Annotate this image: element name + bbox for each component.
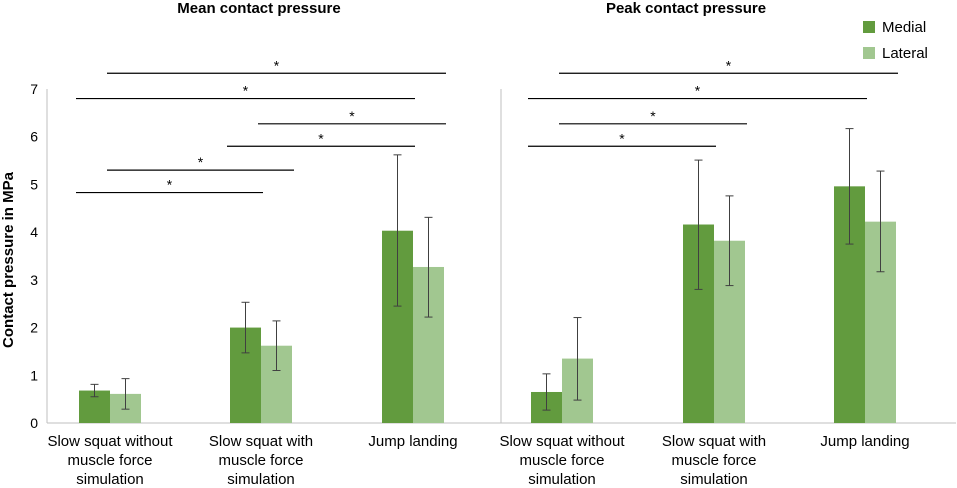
significance-star-p2-3: *	[695, 83, 701, 99]
significance-star-p1-5: *	[243, 83, 249, 99]
category-label-p1-c1-l2: muscle force	[67, 452, 152, 469]
category-label-p1-c1-l3: simulation	[76, 471, 144, 488]
significance-star-p1-1: *	[167, 177, 173, 193]
legend-swatch-lateral	[863, 47, 875, 59]
y-tick-label-5: 5	[30, 176, 38, 192]
category-label-p2-c2-l2: muscle force	[671, 452, 756, 469]
y-tick-label-2: 2	[30, 320, 38, 336]
y-tick-label-0: 0	[30, 415, 38, 431]
legend-swatch-medial	[863, 21, 875, 33]
significance-star-p2-4: *	[726, 57, 732, 73]
significance-star-p1-6: *	[274, 57, 280, 73]
significance-star-p1-3: *	[318, 130, 324, 146]
y-axis-label: Contact pressure in MPa	[0, 171, 17, 348]
significance-star-p2-2: *	[650, 108, 656, 124]
category-label-p2-c1-l1: Slow squat without	[499, 433, 625, 450]
legend-label-lateral: Lateral	[882, 45, 928, 62]
y-tick-label-4: 4	[30, 224, 38, 240]
category-label-p2-c3-l1: Jump landing	[820, 433, 909, 450]
category-label-p2-c2-l3: simulation	[680, 471, 748, 488]
category-label-p1-c2-l3: simulation	[227, 471, 295, 488]
significance-star-p2-1: *	[619, 130, 625, 146]
significance-star-p1-2: *	[198, 154, 204, 170]
category-label-p2-c2-l1: Slow squat with	[662, 433, 766, 450]
y-tick-label-6: 6	[30, 129, 38, 145]
category-label-p1-c1-l1: Slow squat without	[47, 433, 173, 450]
y-tick-label-7: 7	[30, 81, 38, 97]
y-tick-label-3: 3	[30, 272, 38, 288]
category-label-p2-c1-l3: simulation	[528, 471, 596, 488]
category-label-p1-c3-l1: Jump landing	[368, 433, 457, 450]
significance-star-p1-4: *	[349, 108, 355, 124]
panel-title-1: Mean contact pressure	[177, 0, 340, 17]
category-label-p1-c2-l2: muscle force	[218, 452, 303, 469]
category-label-p2-c1-l2: muscle force	[519, 452, 604, 469]
category-label-p1-c2-l1: Slow squat with	[209, 433, 313, 450]
y-tick-label-1: 1	[30, 367, 38, 383]
legend-label-medial: Medial	[882, 19, 926, 36]
panel-title-2: Peak contact pressure	[606, 0, 766, 17]
